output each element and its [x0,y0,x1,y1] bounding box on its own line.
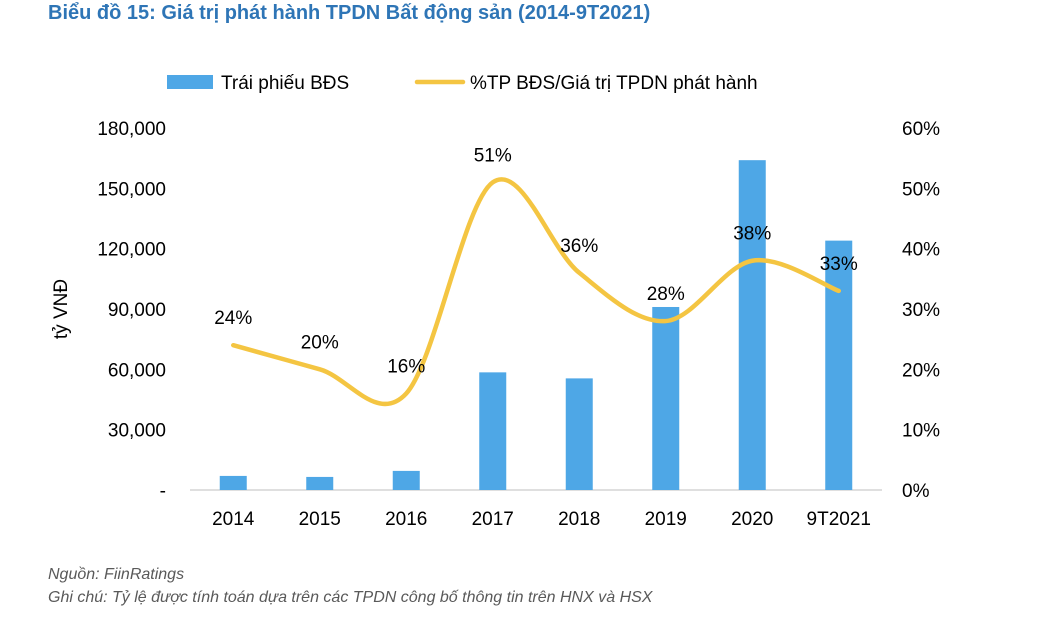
chart: - 30,000 60,000 90,000 120,000 150,000 180,000… [51,73,940,530]
legend-label: Trái phiếu BĐS [221,73,349,94]
y-tick-label: 90,000 [108,300,166,321]
x-tick-label: 2015 [299,509,341,530]
data-label: 51% [474,145,512,166]
legend-label: %TP BĐS/Giá trị TPDN phát hành [470,73,758,94]
data-label: 20% [301,332,339,353]
source-note: Nguồn: FiinRatings [48,566,185,583]
bar [565,378,593,490]
x-tick-label: 2020 [731,509,773,530]
y-tick-label: - [160,481,166,502]
data-label: 33% [820,254,858,275]
data-label: 36% [560,236,598,257]
bar [479,372,507,490]
y2-tick-label: 10% [902,421,940,442]
y2-tick-label: 50% [902,179,940,200]
data-label: 24% [214,308,252,329]
y-tick-label: 180,000 [97,119,166,140]
bar [306,476,334,490]
x-tick-label: 2016 [385,509,427,530]
data-label: 16% [387,356,425,377]
y-tick-label: 150,000 [97,179,166,200]
y-tick-label: 60,000 [108,360,166,381]
legend-swatch-bar [167,75,213,89]
x-tick-label: 2018 [558,509,600,530]
bar [738,160,766,490]
x-tick-label: 9T2021 [807,509,871,530]
x-tick-label: 2019 [645,509,687,530]
y-tick-label: 30,000 [108,421,166,442]
y2-tick-label: 30% [902,300,940,321]
bar [219,475,247,490]
y2-tick-label: 40% [902,240,940,261]
y2-tick-label: 60% [902,119,940,140]
x-tick-label: 2017 [472,509,514,530]
x-tick-label: 2014 [212,509,255,530]
bar [825,240,853,490]
y-axis-title: tỷ VNĐ [51,279,72,339]
y2-tick-label: 0% [902,481,930,502]
bar [392,470,420,490]
y-tick-label: 120,000 [97,240,166,261]
data-label: 28% [647,284,685,305]
line-series [231,177,841,407]
bar [652,306,680,490]
y2-tick-label: 20% [902,360,940,381]
footnote: Ghi chú: Tỷ lệ được tính toán dựa trên c… [48,589,653,606]
chart-title: Biểu đồ 15: Giá trị phát hành TPDN Bất đ… [48,2,651,24]
data-label: 38% [733,224,771,245]
